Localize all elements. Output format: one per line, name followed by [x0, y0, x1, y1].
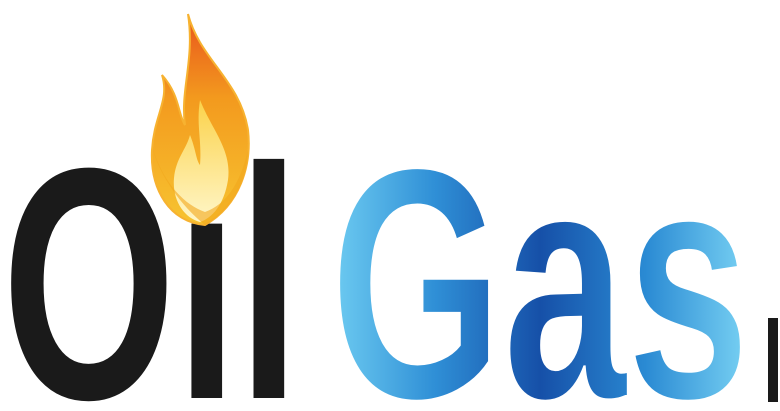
flame [150, 13, 250, 227]
word-oil: Oil [2, 99, 300, 411]
edge-bar [768, 318, 778, 402]
word-gas: Gas [330, 99, 750, 411]
